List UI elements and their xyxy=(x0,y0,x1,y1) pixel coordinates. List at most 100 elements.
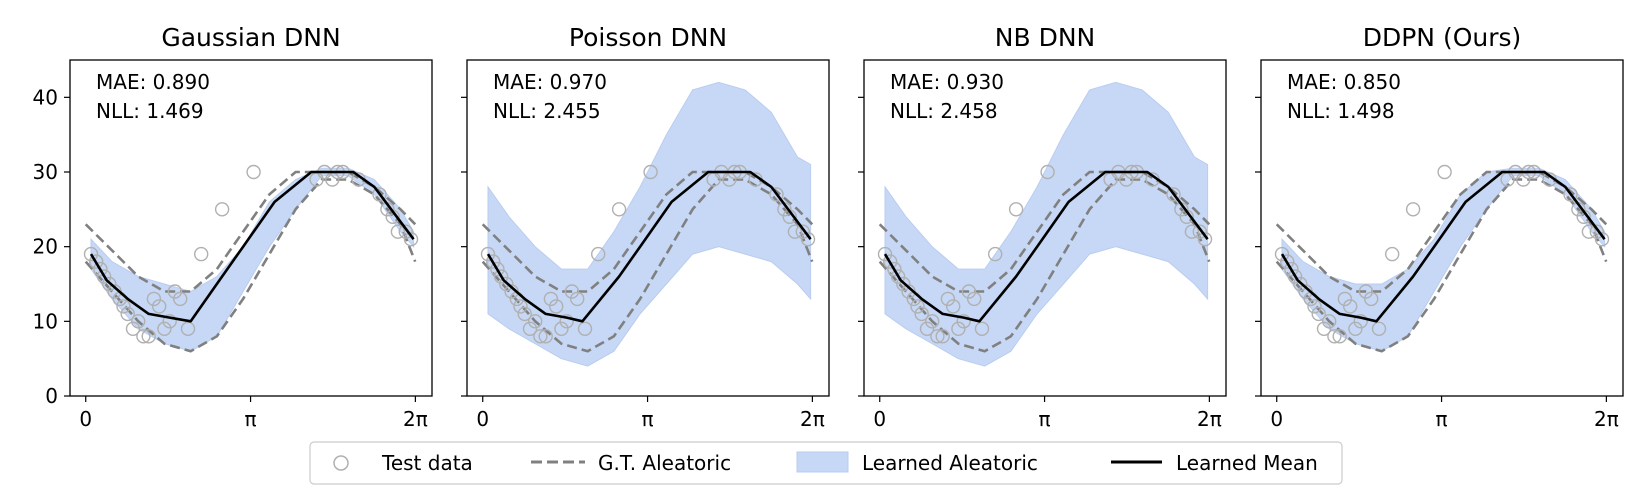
panel-poisson-dnn: 0 π 2π Poisson DNN MAE: 0.970 NLL: 2.455 xyxy=(461,23,830,431)
test-data-point xyxy=(1563,187,1578,202)
x-tick-label: 2π xyxy=(800,407,825,431)
test-data-points xyxy=(83,164,419,344)
test-data-point xyxy=(1197,231,1213,247)
test-data-point xyxy=(890,269,906,284)
x-tick-label: 0 xyxy=(1270,407,1283,431)
test-data-point xyxy=(787,224,803,239)
test-data-point xyxy=(1348,321,1363,336)
legend-learned-mean-label: Learned Mean xyxy=(1176,451,1318,475)
test-data-point xyxy=(570,291,585,307)
test-data-point xyxy=(1307,299,1322,314)
test-data-point xyxy=(1337,291,1353,307)
test-data-point xyxy=(564,284,580,299)
test-data-point xyxy=(180,321,196,336)
legend-test-data-label: Test data xyxy=(381,451,473,475)
y-axis-ticks xyxy=(858,96,864,397)
test-data-point xyxy=(1327,329,1342,344)
test-data-point xyxy=(946,299,961,314)
test-data-point xyxy=(1184,224,1200,239)
test-data-point xyxy=(1008,202,1024,217)
test-data-point xyxy=(951,321,966,336)
panel-ddpn-ours: 0 π 2π DDPN (Ours) MAE: 0.850 NLL: 1.498 xyxy=(1255,23,1624,431)
test-data-point xyxy=(961,284,977,299)
test-data-point xyxy=(116,299,131,314)
nll-annotation: NLL: 2.458 xyxy=(890,99,998,123)
test-data-point xyxy=(795,224,810,239)
test-data-point xyxy=(490,261,505,277)
panel-title: DDPN (Ours) xyxy=(1363,23,1522,52)
test-data-point xyxy=(120,306,135,322)
test-data-point xyxy=(910,299,925,314)
test-data-point xyxy=(611,202,627,217)
test-data-point xyxy=(403,231,419,247)
test-data-point xyxy=(1371,321,1387,336)
learned-aleatoric-band xyxy=(1281,167,1606,352)
test-data-point xyxy=(372,187,387,202)
x-tick-label: 2π xyxy=(1594,407,1619,431)
test-data-point xyxy=(1594,231,1610,247)
x-axis-ticks: 0 π 2π xyxy=(476,396,825,431)
test-data-point xyxy=(1166,187,1181,202)
test-data-point xyxy=(125,321,141,336)
x-tick-label: π xyxy=(642,407,654,431)
test-data-point xyxy=(643,164,658,180)
test-data-point xyxy=(398,224,413,239)
test-data-point xyxy=(914,306,929,322)
x-axis-ticks: 0 π 2π xyxy=(1270,396,1619,431)
panel-title: NB DNN xyxy=(995,23,1095,52)
test-data-point xyxy=(935,329,950,344)
mae-annotation: MAE: 0.930 xyxy=(890,70,1004,94)
test-data-point xyxy=(1581,224,1597,239)
test-data-point xyxy=(887,261,902,277)
y-axis-ticks xyxy=(461,96,467,397)
learned-mean xyxy=(1280,170,1606,323)
test-data-point xyxy=(193,246,209,262)
test-data-point xyxy=(1279,254,1295,269)
panel-nb-dnn: 0 π 2π NB DNN MAE: 0.930 NLL: 2.458 xyxy=(858,23,1227,431)
x-axis-ticks: 0 π 2π xyxy=(873,396,1222,431)
test-data-point xyxy=(1363,291,1379,307)
learned-mean-line xyxy=(89,170,415,323)
learned-mean xyxy=(89,170,415,323)
panel-title: Gaussian DNN xyxy=(161,23,340,52)
test-data-point xyxy=(246,164,261,180)
test-data-point xyxy=(559,314,574,329)
test-data-point xyxy=(533,329,548,344)
test-data-point xyxy=(1284,261,1299,277)
learned-aleatoric-band xyxy=(90,167,415,352)
test-data-point xyxy=(930,329,945,344)
test-data-point xyxy=(543,291,559,307)
test-data-point xyxy=(83,246,99,262)
test-data-point xyxy=(1405,202,1421,217)
test-data-point xyxy=(136,329,151,344)
test-data-point xyxy=(93,261,108,277)
test-data-point xyxy=(1353,314,1368,329)
test-data-point xyxy=(517,306,532,322)
learned-mean xyxy=(883,170,1209,323)
learned-mean-line xyxy=(1280,170,1606,323)
legend-gt-aleatoric-label: G.T. Aleatoric xyxy=(598,451,731,475)
test-data-point xyxy=(967,291,982,307)
x-tick-label: 2π xyxy=(1197,407,1222,431)
mae-annotation: MAE: 0.970 xyxy=(493,70,607,94)
nll-annotation: NLL: 2.455 xyxy=(493,99,601,123)
learned-aleatoric-area xyxy=(884,81,1209,367)
test-data-point xyxy=(1040,164,1055,180)
test-data-point xyxy=(88,254,104,269)
learned-aleatoric-area xyxy=(90,167,415,352)
gt-aleatoric-lower xyxy=(1275,178,1608,353)
y-tick-label: 10 xyxy=(33,309,58,333)
y-tick-label: 20 xyxy=(33,235,58,259)
gt-aleatoric-lower xyxy=(481,178,814,353)
x-axis-ticks: 0 π 2π xyxy=(79,396,428,431)
learned-aleatoric-area xyxy=(487,81,812,367)
learned-aleatoric-band xyxy=(884,81,1209,367)
learned-mean-line xyxy=(486,170,812,323)
test-data-point xyxy=(925,314,940,329)
test-data-point xyxy=(1287,269,1303,284)
test-data-point xyxy=(146,291,162,307)
test-data-point xyxy=(1384,246,1400,262)
test-data-point xyxy=(1332,329,1347,344)
test-data-point xyxy=(1274,246,1290,262)
test-data-point xyxy=(956,314,971,329)
